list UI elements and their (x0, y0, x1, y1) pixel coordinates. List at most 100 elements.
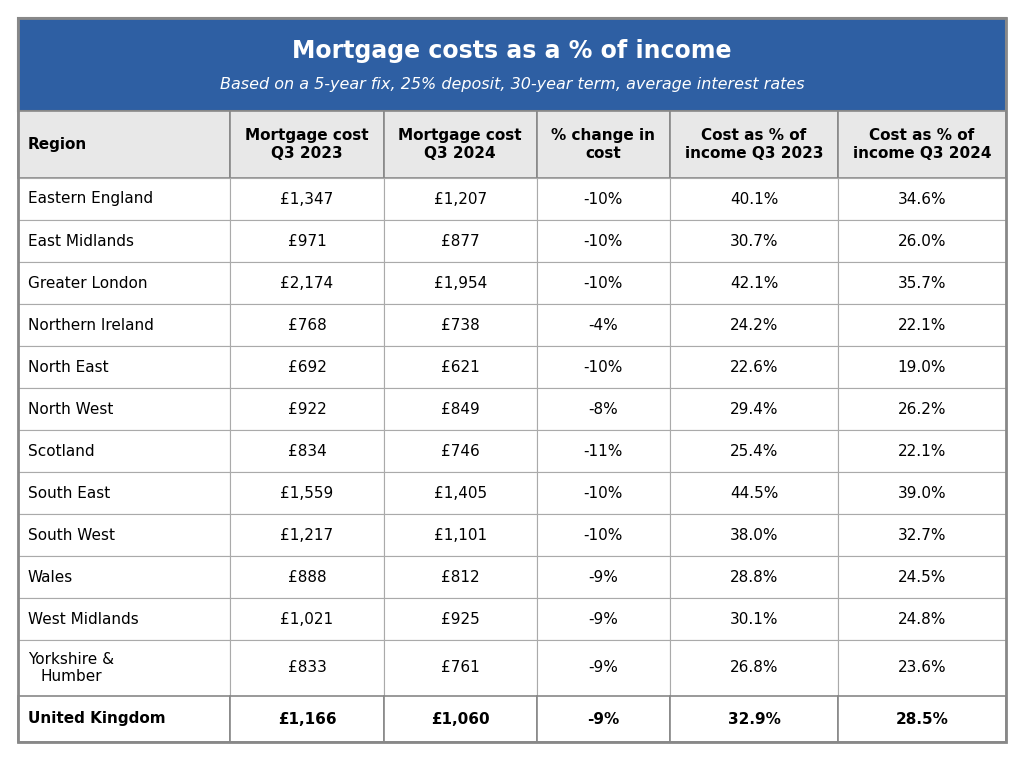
Bar (384, 388, 537, 430)
Text: -10%: -10% (584, 360, 623, 374)
Bar (18, 430, 230, 472)
Bar (18, 111, 230, 178)
Text: 30.1%: 30.1% (730, 611, 778, 627)
Text: £1,101: £1,101 (433, 527, 486, 543)
Bar (838, 346, 1006, 388)
Text: 32.9%: 32.9% (728, 712, 780, 726)
Text: £834: £834 (288, 443, 327, 459)
Text: 23.6%: 23.6% (898, 661, 946, 676)
Bar (670, 598, 838, 640)
Bar (230, 514, 384, 556)
Text: South East: South East (28, 486, 111, 500)
Bar (18, 346, 230, 388)
Text: North East: North East (28, 360, 109, 374)
Bar (384, 640, 537, 696)
Text: -4%: -4% (589, 317, 618, 333)
Bar (230, 472, 384, 514)
Text: Yorkshire &
Humber: Yorkshire & Humber (28, 652, 114, 684)
Text: 26.2%: 26.2% (898, 401, 946, 417)
Bar (18, 696, 230, 742)
Text: Mortgage cost
Q3 2023: Mortgage cost Q3 2023 (245, 128, 369, 161)
Bar (670, 111, 838, 178)
Text: -11%: -11% (584, 443, 623, 459)
Bar (230, 598, 384, 640)
Bar (537, 220, 670, 262)
Text: £1,021: £1,021 (281, 611, 334, 627)
Bar (670, 556, 838, 598)
Text: 32.7%: 32.7% (898, 527, 946, 543)
Bar (670, 472, 838, 514)
Text: £692: £692 (288, 360, 327, 374)
Text: 19.0%: 19.0% (898, 360, 946, 374)
Text: £1,954: £1,954 (433, 276, 486, 290)
Text: £849: £849 (440, 401, 479, 417)
Bar (670, 430, 838, 472)
Text: £621: £621 (440, 360, 479, 374)
Text: £971: £971 (288, 233, 327, 249)
Bar (537, 472, 670, 514)
Bar (230, 178, 384, 220)
Bar (537, 346, 670, 388)
Text: £888: £888 (288, 570, 327, 584)
Text: United Kingdom: United Kingdom (28, 712, 166, 726)
Bar (537, 262, 670, 304)
Text: Scotland: Scotland (28, 443, 94, 459)
Text: £2,174: £2,174 (281, 276, 334, 290)
Bar (670, 696, 838, 742)
Bar (384, 346, 537, 388)
Text: -10%: -10% (584, 191, 623, 206)
Text: 22.6%: 22.6% (730, 360, 778, 374)
Text: £1,207: £1,207 (433, 191, 486, 206)
Bar (838, 472, 1006, 514)
Bar (230, 430, 384, 472)
Bar (838, 388, 1006, 430)
Text: 28.5%: 28.5% (896, 712, 948, 726)
Bar (18, 18, 1006, 111)
Text: 29.4%: 29.4% (730, 401, 778, 417)
Bar (384, 262, 537, 304)
Text: 38.0%: 38.0% (730, 527, 778, 543)
Bar (537, 598, 670, 640)
Text: £833: £833 (288, 661, 327, 676)
Text: South West: South West (28, 527, 115, 543)
Text: Greater London: Greater London (28, 276, 147, 290)
Text: Eastern England: Eastern England (28, 191, 154, 206)
Text: £922: £922 (288, 401, 327, 417)
Bar (537, 696, 670, 742)
Text: Based on a 5-year fix, 25% deposit, 30-year term, average interest rates: Based on a 5-year fix, 25% deposit, 30-y… (220, 77, 804, 93)
Bar (384, 598, 537, 640)
Bar (18, 598, 230, 640)
Bar (18, 514, 230, 556)
Text: West Midlands: West Midlands (28, 611, 138, 627)
Text: 26.8%: 26.8% (730, 661, 778, 676)
Bar (838, 304, 1006, 346)
Bar (384, 111, 537, 178)
Bar (230, 696, 384, 742)
Bar (838, 556, 1006, 598)
Text: Northern Ireland: Northern Ireland (28, 317, 154, 333)
Text: £877: £877 (440, 233, 479, 249)
Bar (18, 262, 230, 304)
Text: 22.1%: 22.1% (898, 443, 946, 459)
Text: £1,217: £1,217 (281, 527, 334, 543)
Text: Cost as % of
income Q3 2024: Cost as % of income Q3 2024 (853, 128, 991, 161)
Text: 34.6%: 34.6% (898, 191, 946, 206)
Bar (838, 640, 1006, 696)
Bar (230, 346, 384, 388)
Text: -10%: -10% (584, 276, 623, 290)
Text: 28.8%: 28.8% (730, 570, 778, 584)
Text: -10%: -10% (584, 486, 623, 500)
Text: £925: £925 (440, 611, 479, 627)
Text: -9%: -9% (589, 570, 618, 584)
Text: 25.4%: 25.4% (730, 443, 778, 459)
Bar (670, 262, 838, 304)
Bar (384, 472, 537, 514)
Bar (384, 304, 537, 346)
Text: £1,405: £1,405 (433, 486, 486, 500)
Bar (670, 346, 838, 388)
Bar (838, 178, 1006, 220)
Bar (537, 178, 670, 220)
Text: 26.0%: 26.0% (898, 233, 946, 249)
Bar (670, 178, 838, 220)
Bar (537, 388, 670, 430)
